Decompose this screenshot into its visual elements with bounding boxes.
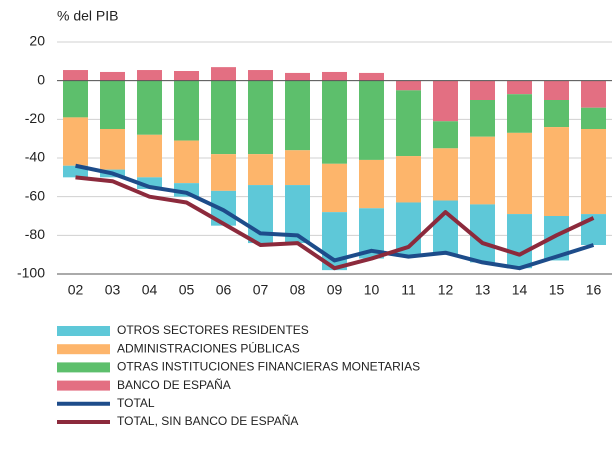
y-tick-label: -100 [17,265,45,281]
legend-label: ADMINISTRACIONES PÚBLICAS [117,340,300,355]
x-tick-label: 05 [179,282,195,298]
bar-segment [211,80,236,155]
legend-swatch [57,344,110,355]
bar-segment [100,71,125,81]
bar-segment [396,90,421,157]
bar-segment [396,156,421,203]
bar-segment [248,70,273,81]
y-tick-label: -60 [25,187,45,203]
bar-segment [433,200,458,255]
bar-segment [137,134,162,178]
bar-segment [544,127,569,216]
y-tick-label: -80 [25,226,45,242]
bar-segment [322,80,347,164]
bar-segment [322,163,347,213]
bar-segment [544,80,569,100]
x-tick-label: 03 [105,282,121,298]
bar-segment [63,80,88,118]
x-tick-label: 07 [253,282,269,298]
bar-segment [433,148,458,201]
bar-segment [433,80,458,122]
x-tick-label: 15 [549,282,565,298]
bar-segment [359,80,384,160]
bar-segment [507,94,532,133]
legend-swatch [57,326,110,336]
bar-segment [396,80,421,91]
legend-label: OTRAS INSTITUCIONES FINANCIERAS MONETARI… [117,360,420,374]
bar-segment [100,80,125,129]
x-tick-label: 14 [512,282,528,298]
bar-segment [211,67,236,81]
legend-label: TOTAL, SIN BANCO DE ESPAÑA [117,414,298,428]
bar-segment [470,80,495,100]
bar-segment [507,132,532,215]
bar-segment [248,80,273,155]
bar-segment [433,121,458,149]
y-tick-label: 20 [29,33,45,49]
bar-segment [100,129,125,170]
y-tick-label: -20 [25,110,45,126]
line-series [75,175,595,271]
y-axis-label: % del PIB [57,8,118,24]
bar-segment [470,136,495,205]
x-tick-label: 04 [142,282,158,298]
bar-segment [174,140,199,184]
x-tick-label: 08 [290,282,306,298]
x-tick-label: 09 [327,282,343,298]
bar-segment [137,70,162,81]
legend-swatch [57,362,110,373]
bar-segment [581,129,606,215]
bar-segment [285,72,310,81]
bar-segment [285,80,310,151]
y-tick-label: 0 [37,71,45,87]
bar-segment [174,71,199,81]
x-tick-label: 11 [401,282,416,298]
x-tick-label: 02 [68,282,84,298]
legend-label: BANCO DE ESPAÑA [117,378,231,392]
bar-segment [581,80,606,108]
bar-segment [63,117,88,166]
bar-segment [507,80,532,95]
bar-segment [63,70,88,81]
bar-segment [359,72,384,81]
x-tick-label: 06 [216,282,232,298]
bar-segment [470,204,495,263]
x-tick-label: 10 [364,282,380,298]
bar-segment [248,154,273,186]
legend-swatch [57,380,110,391]
x-tick-label: 13 [475,282,491,298]
bar-segment [322,71,347,81]
line-series [75,163,595,271]
bar-segment [470,100,495,137]
bar-segment [137,80,162,135]
bar-segment [174,80,199,141]
legend-label: OTROS SECTORES RESIDENTES [117,323,309,337]
bar-segment [359,159,384,209]
x-tick-label: 12 [438,282,454,298]
bar-segment [285,150,310,186]
legend-label: TOTAL [117,396,155,410]
bar-segment [544,100,569,128]
bar-segment [211,154,236,191]
y-tick-label: -40 [25,149,45,165]
x-tick-label: 16 [586,282,602,298]
bar-segment [507,214,532,269]
bar-segment [137,177,162,189]
bar-segment [581,107,606,129]
bar-segment [63,165,88,178]
